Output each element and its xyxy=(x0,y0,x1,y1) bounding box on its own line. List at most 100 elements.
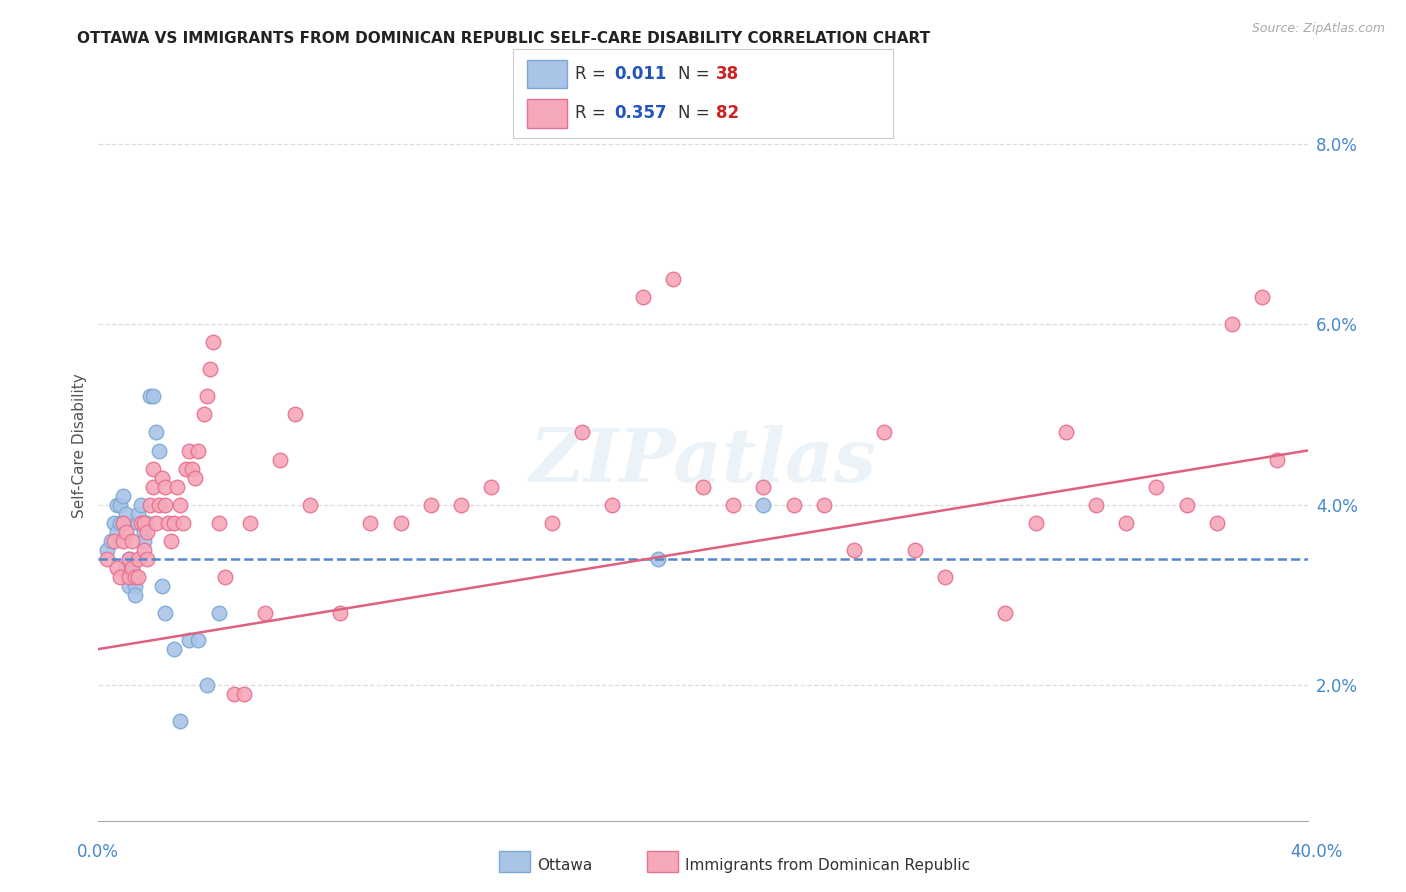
Point xyxy=(121,570,143,584)
Point xyxy=(135,552,157,566)
Point xyxy=(105,561,128,575)
Point xyxy=(127,507,149,521)
Point xyxy=(114,507,136,521)
Point xyxy=(195,389,218,403)
Point xyxy=(179,633,201,648)
Point xyxy=(145,516,167,530)
Point xyxy=(1206,516,1229,530)
Point xyxy=(142,480,165,494)
Point xyxy=(100,533,122,548)
Point xyxy=(481,480,503,494)
Text: 40.0%: 40.0% xyxy=(1291,843,1343,861)
Point xyxy=(124,588,146,602)
Point xyxy=(121,561,143,575)
Point xyxy=(118,579,141,593)
Point xyxy=(148,443,170,458)
Point xyxy=(1115,516,1137,530)
Point xyxy=(132,542,155,557)
Point xyxy=(105,498,128,512)
Point xyxy=(108,570,131,584)
Point xyxy=(269,452,291,467)
Point xyxy=(389,516,412,530)
Point xyxy=(150,579,173,593)
Text: 0.357: 0.357 xyxy=(614,104,666,122)
Point xyxy=(184,470,207,484)
Point xyxy=(153,606,176,620)
Point xyxy=(160,533,183,548)
Point xyxy=(118,552,141,566)
Point xyxy=(142,389,165,403)
Text: R =: R = xyxy=(575,65,612,83)
Point xyxy=(873,425,896,440)
Point xyxy=(214,570,236,584)
Point xyxy=(1144,480,1167,494)
Point xyxy=(96,552,118,566)
Text: 82: 82 xyxy=(716,104,738,122)
Point xyxy=(420,498,443,512)
Point xyxy=(163,516,186,530)
Text: R =: R = xyxy=(575,104,612,122)
Point xyxy=(142,461,165,475)
Point xyxy=(127,552,149,566)
Point xyxy=(156,516,179,530)
Point xyxy=(187,443,209,458)
Point xyxy=(139,498,162,512)
Point xyxy=(232,687,254,701)
Point xyxy=(208,606,231,620)
Point xyxy=(103,516,125,530)
Point xyxy=(135,524,157,539)
Text: 0.0%: 0.0% xyxy=(77,843,120,861)
Y-axis label: Self-Care Disability: Self-Care Disability xyxy=(72,374,87,518)
Point xyxy=(540,516,562,530)
Text: Source: ZipAtlas.com: Source: ZipAtlas.com xyxy=(1251,22,1385,36)
Point xyxy=(1085,498,1108,512)
Point xyxy=(187,633,209,648)
Point xyxy=(114,561,136,575)
Point xyxy=(105,524,128,539)
Point xyxy=(179,443,201,458)
Point xyxy=(783,498,806,512)
Point xyxy=(132,516,155,530)
Point xyxy=(118,570,141,584)
Point xyxy=(450,498,472,512)
Point xyxy=(118,570,141,584)
Point xyxy=(723,498,745,512)
Text: Ottawa: Ottawa xyxy=(537,858,592,872)
Point xyxy=(200,362,222,376)
Point xyxy=(224,687,246,701)
Point xyxy=(103,533,125,548)
Point xyxy=(132,533,155,548)
Point xyxy=(752,480,775,494)
Point xyxy=(129,516,152,530)
Point xyxy=(169,498,191,512)
Text: 0.011: 0.011 xyxy=(614,65,666,83)
Point xyxy=(208,516,231,530)
Point xyxy=(692,480,714,494)
Point xyxy=(284,408,307,422)
Point xyxy=(111,533,134,548)
Text: N =: N = xyxy=(678,104,714,122)
Point xyxy=(172,516,194,530)
Point xyxy=(153,480,176,494)
Point xyxy=(195,678,218,692)
Point xyxy=(602,498,624,512)
Point xyxy=(934,570,956,584)
Point xyxy=(193,408,215,422)
Point xyxy=(111,489,134,503)
Point xyxy=(202,335,225,350)
Point xyxy=(752,498,775,512)
Point xyxy=(813,498,835,512)
Point xyxy=(111,516,134,530)
Point xyxy=(129,498,152,512)
Point xyxy=(145,425,167,440)
Point xyxy=(135,516,157,530)
Point xyxy=(661,272,683,286)
Point xyxy=(1024,516,1046,530)
Point xyxy=(1251,290,1274,304)
Point xyxy=(153,498,176,512)
Point xyxy=(299,498,322,512)
Point xyxy=(631,290,654,304)
Point xyxy=(1054,425,1077,440)
Point xyxy=(1220,317,1243,331)
Point xyxy=(124,579,146,593)
